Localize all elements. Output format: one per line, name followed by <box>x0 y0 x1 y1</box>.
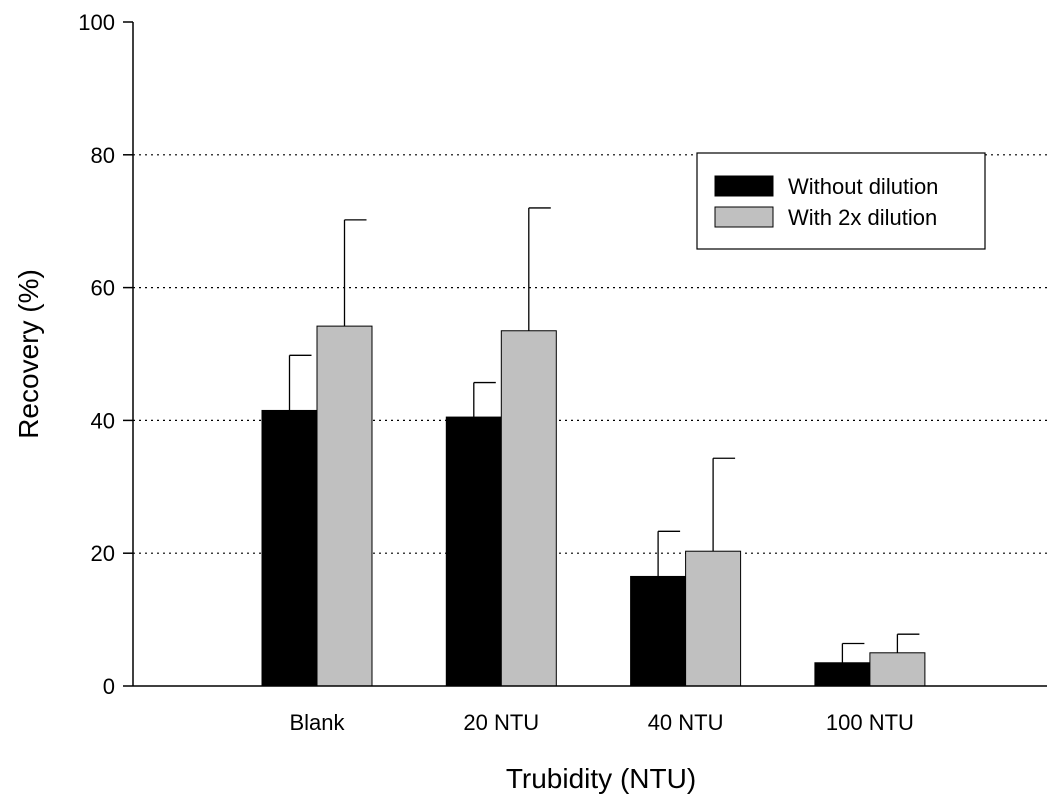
bar-without-dilution <box>445 416 502 687</box>
bar-with-2x-dilution <box>316 325 373 687</box>
bar-without-dilution <box>630 575 687 687</box>
y-tick-label: 80 <box>91 143 115 168</box>
y-tick-label: 100 <box>78 10 115 35</box>
bar-with-2x-dilution <box>685 550 742 687</box>
y-ticks: 0 20 40 60 80 100 <box>78 10 133 699</box>
legend-box <box>696 152 986 250</box>
gridlines <box>133 154 1047 554</box>
bars <box>261 207 926 687</box>
x-tick-label: 20 NTU <box>463 710 539 735</box>
x-ticks: Blank 20 NTU 40 NTU 100 NTU <box>289 710 913 735</box>
legend-swatch-with-2x-dilution <box>714 206 774 228</box>
x-tick-label: Blank <box>289 710 345 735</box>
legend-label-with-2x-dilution: With 2x dilution <box>788 205 937 230</box>
axes <box>132 22 1047 687</box>
bar-with-2x-dilution <box>500 330 557 687</box>
legend-label-without-dilution: Without dilution <box>788 174 938 199</box>
legend-swatch-without-dilution <box>714 175 774 197</box>
y-tick-label: 60 <box>91 276 115 301</box>
x-tick-label: 100 NTU <box>826 710 914 735</box>
bar-with-2x-dilution <box>869 652 926 687</box>
y-tick-label: 20 <box>91 541 115 566</box>
bar-without-dilution <box>814 662 871 687</box>
x-axis-title: Trubidity (NTU) <box>506 763 696 794</box>
y-axis-title: Recovery (%) <box>13 269 44 439</box>
y-tick-label: 40 <box>91 408 115 433</box>
bar-without-dilution <box>261 409 318 687</box>
legend: Without dilution With 2x dilution <box>696 152 986 250</box>
y-tick-label: 0 <box>103 674 115 699</box>
x-tick-label: 40 NTU <box>648 710 724 735</box>
